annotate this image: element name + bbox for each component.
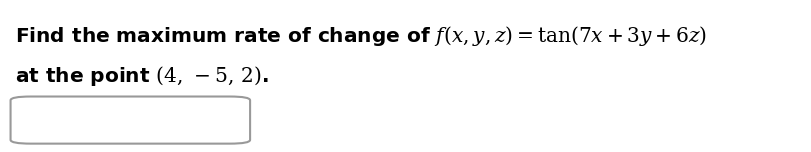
FancyBboxPatch shape [11,97,250,144]
Text: at the point $(4,\,-5,\,2)$.: at the point $(4,\,-5,\,2)$. [15,64,268,88]
Text: Find the maximum rate of change of $f(x, y, z) = \tan(7x + 3y + 6z)$: Find the maximum rate of change of $f(x,… [15,24,706,48]
